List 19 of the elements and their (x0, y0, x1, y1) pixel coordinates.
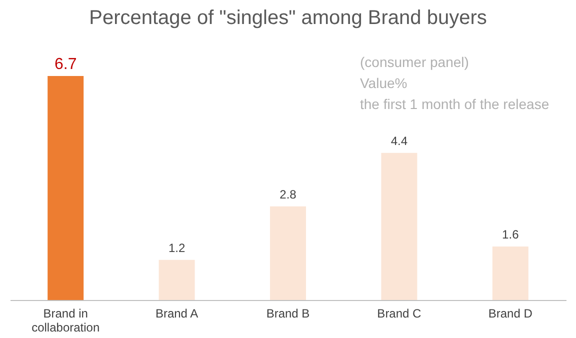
bar (492, 246, 528, 300)
data-label: 4.4 (390, 134, 408, 148)
data-label: 1.2 (168, 240, 186, 255)
x-tick-label: Brand C (377, 306, 422, 320)
annotation: the first 1 month of the release (360, 96, 550, 112)
bar (270, 206, 306, 300)
data-label: 2.8 (280, 187, 297, 202)
bar (158, 260, 195, 300)
x-tick-label: Brand A (155, 306, 198, 320)
chart-title: Percentage of "singles" among Brand buyers (89, 7, 487, 29)
text: (consumer panel) (360, 54, 469, 70)
x-tick-label: Brand B (266, 306, 310, 320)
bar (48, 76, 84, 300)
data-label: 6.7 (54, 56, 77, 74)
x-tick-label: Brand D (488, 306, 533, 320)
bar (381, 152, 418, 300)
data-label: 1.6 (502, 228, 520, 242)
annotation: Value% (360, 75, 408, 91)
x-tick-label: Brand in collaboration (32, 306, 100, 334)
